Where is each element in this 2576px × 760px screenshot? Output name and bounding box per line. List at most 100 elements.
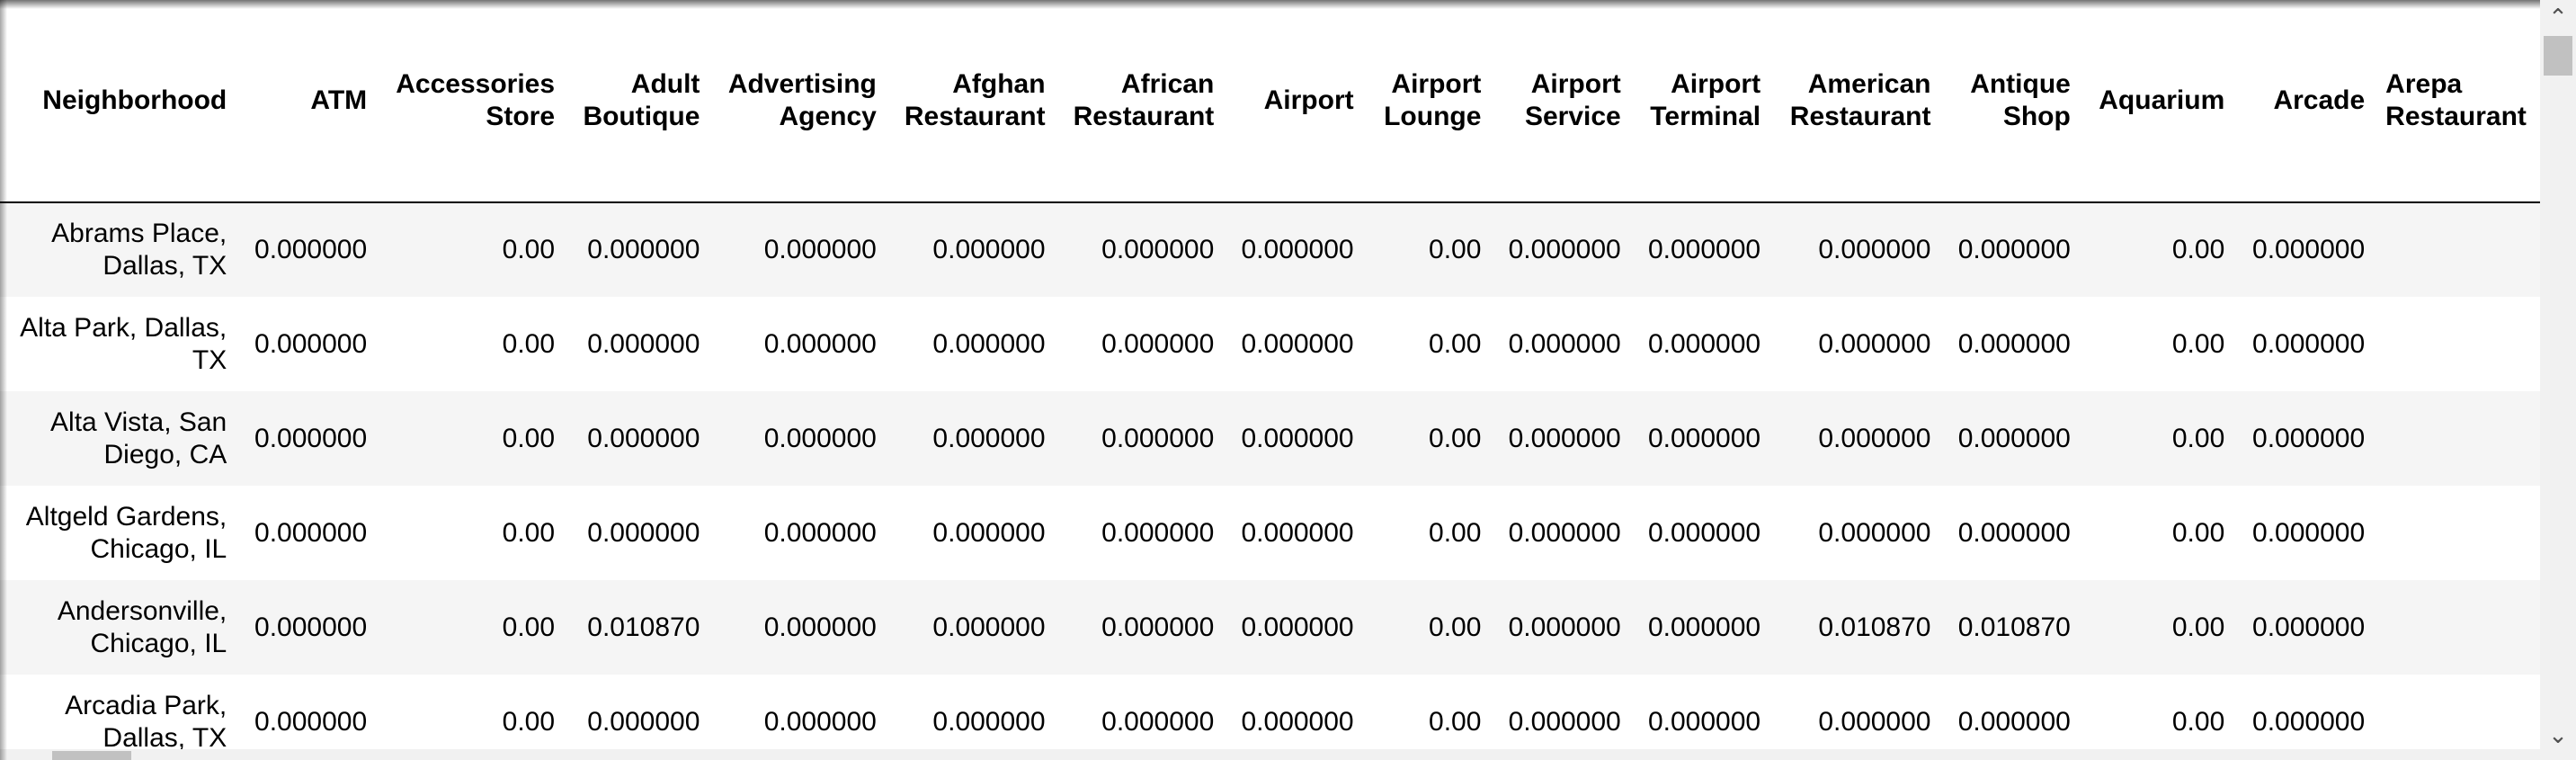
table-cell: 0.010870 <box>1818 612 1931 642</box>
table-row: Andersonville, Chicago, IL 0.000000 0.00 0.… <box>0 580 2540 675</box>
table-cell: 0.00 <box>2171 517 2225 548</box>
table-cell: 0.000000 <box>587 517 700 548</box>
table-cell: 0.000000 <box>1957 517 2071 548</box>
table-cell: 0.000000 <box>932 423 1046 453</box>
table-cell: 0.000000 <box>1647 706 1761 737</box>
column-header: Airport Service <box>1494 0 1635 203</box>
table-cell: 0.000000 <box>1241 328 1354 359</box>
column-header: Arepa Restaurant <box>2378 0 2540 203</box>
row-label: Arcadia Park, Dallas, TX <box>65 690 227 753</box>
row-label: Alta Park, Dallas, TX <box>20 312 227 375</box>
column-header-label: Aquarium <box>2099 85 2225 115</box>
horizontal-scroll-thumb[interactable] <box>52 751 131 760</box>
table-cell: 0.000000 <box>1647 517 1761 548</box>
column-header-label: African Restaurant <box>1073 69 1215 131</box>
vertical-scroll-thumb[interactable] <box>2544 36 2572 76</box>
column-header-label: American Restaurant <box>1789 69 1931 131</box>
table-cell: 0.00 <box>502 706 556 737</box>
column-header: Arcade <box>2238 0 2379 203</box>
table-cell: 0.000000 <box>2252 423 2366 453</box>
table-cell: 0.010870 <box>587 612 700 642</box>
table-cell: 0.000000 <box>1647 612 1761 642</box>
table-cell: 0.000000 <box>2252 706 2366 737</box>
table-cell: 0.000000 <box>1241 517 1354 548</box>
table-cell: 0.00 <box>2171 328 2225 359</box>
column-header: Advertising Agency <box>713 0 890 203</box>
column-header: Airport Lounge <box>1367 0 1495 203</box>
column-header-label: Neighborhood <box>42 85 227 115</box>
row-label: Altgeld Gardens, Chicago, IL <box>25 501 227 564</box>
table-cell: 0.000000 <box>2252 612 2366 642</box>
table-cell: 0.000000 <box>254 423 368 453</box>
column-header: African Restaurant <box>1058 0 1228 203</box>
chevron-down-icon[interactable]: ⌄ <box>2548 722 2568 749</box>
table-cell: 0.000000 <box>1101 235 1215 264</box>
table-cell: 0.010870 <box>1957 612 2071 642</box>
row-label: Alta Vista, San Diego, CA <box>50 407 227 469</box>
table-cell: 0.000000 <box>1101 612 1215 642</box>
table-cell: 0.00 <box>1429 517 1482 548</box>
table-row: Arcadia Park, Dallas, TX 0.000000 0.00 0.00… <box>0 675 2540 760</box>
table-cell: 0.00 <box>502 328 556 359</box>
table-cell: 0.000000 <box>763 612 877 642</box>
table-cell: 0.000000 <box>1508 423 1621 453</box>
table-cell <box>2378 297 2540 391</box>
table-cell: 0.000000 <box>1241 235 1354 264</box>
table-cell: 0.00 <box>1429 706 1482 737</box>
column-header: ATM <box>240 0 381 203</box>
table-cell: 0.00 <box>502 612 556 642</box>
table-header-row: Neighborhood ATM Accessories Store Adult Bo… <box>0 0 2540 203</box>
table-cell: 0.00 <box>1429 612 1482 642</box>
vertical-scrollbar[interactable]: ⌃ ⌄ <box>2540 0 2576 760</box>
table-cell: 0.000000 <box>254 706 368 737</box>
chevron-up-icon[interactable]: ⌃ <box>2548 4 2568 31</box>
table-cell: 0.00 <box>502 235 556 264</box>
column-header-label: Airport Lounge <box>1384 69 1482 131</box>
column-header-label: Airport Service <box>1524 69 1621 131</box>
table-cell: 0.000000 <box>587 235 700 264</box>
column-header: Accessories Store <box>380 0 569 203</box>
table-cell: 0.000000 <box>932 235 1046 264</box>
column-header-label: Arepa Restaurant <box>2385 69 2527 131</box>
column-header: American Restaurant <box>1774 0 1945 203</box>
table-cell: 0.000000 <box>932 612 1046 642</box>
table-cell: 0.000000 <box>1241 423 1354 453</box>
column-header: Afghan Restaurant <box>889 0 1059 203</box>
table-cell: 0.000000 <box>1818 235 1931 264</box>
table-cell: 0.000000 <box>1508 235 1621 264</box>
table-cell: 0.00 <box>502 517 556 548</box>
table-cell <box>2378 675 2540 760</box>
column-header-label: Arcade <box>2273 85 2366 115</box>
table-cell: 0.000000 <box>1957 235 2071 264</box>
table-cell: 0.000000 <box>763 517 877 548</box>
table-cell: 0.000000 <box>1818 517 1931 548</box>
table-row: Abrams Place, Dallas, TX 0.000000 0.00 0.00… <box>0 202 2540 297</box>
table-row: Alta Park, Dallas, TX 0.000000 0.00 0.00000… <box>0 297 2540 391</box>
table-cell: 0.000000 <box>2252 517 2366 548</box>
column-header-label: Airport Terminal <box>1650 69 1761 131</box>
table-cell <box>2378 580 2540 675</box>
row-label: Abrams Place, Dallas, TX <box>51 219 227 281</box>
table-cell: 0.000000 <box>1818 328 1931 359</box>
table-cell <box>2378 486 2540 580</box>
table-cell <box>2378 202 2540 297</box>
horizontal-scrollbar[interactable] <box>0 749 2540 760</box>
table-cell: 0.000000 <box>1957 328 2071 359</box>
table-cell: 0.00 <box>2171 235 2225 264</box>
table-cell: 0.000000 <box>1818 706 1931 737</box>
table-row: Altgeld Gardens, Chicago, IL 0.000000 0.00… <box>0 486 2540 580</box>
table-cell: 0.000000 <box>1957 423 2071 453</box>
table-cell: 0.000000 <box>1508 328 1621 359</box>
table-cell: 0.000000 <box>2252 328 2366 359</box>
table-cell: 0.000000 <box>1647 423 1761 453</box>
column-header: Airport <box>1227 0 1368 203</box>
table-cell: 0.000000 <box>1241 612 1354 642</box>
table-cell: 0.000000 <box>587 706 700 737</box>
table-cell: 0.000000 <box>763 706 877 737</box>
table-cell: 0.000000 <box>587 328 700 359</box>
table-cell: 0.000000 <box>254 235 368 264</box>
table-cell: 0.000000 <box>1818 423 1931 453</box>
table-cell: 0.000000 <box>932 517 1046 548</box>
